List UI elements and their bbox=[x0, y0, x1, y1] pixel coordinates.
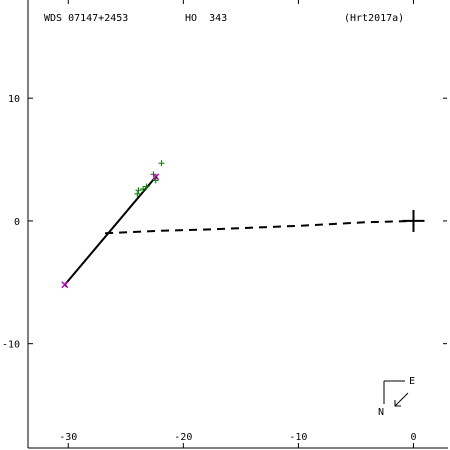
observation-point bbox=[134, 190, 141, 197]
x-tick-label: -30 bbox=[59, 432, 77, 443]
discoverer-label: HO 343 bbox=[185, 13, 227, 24]
observation-point bbox=[152, 177, 159, 184]
residual-line bbox=[155, 176, 158, 179]
y-tick-label: 10 bbox=[8, 94, 20, 105]
node-line-path bbox=[105, 219, 414, 235]
observation-point bbox=[135, 187, 142, 194]
orbit-segment bbox=[64, 174, 158, 286]
node-line bbox=[105, 219, 414, 235]
residual-line bbox=[64, 284, 67, 287]
observation-point bbox=[140, 186, 147, 193]
axes-frame bbox=[27, 0, 448, 449]
motion-arrowhead bbox=[394, 400, 401, 407]
predicted-positions bbox=[61, 173, 160, 289]
x-tick-label: 0 bbox=[410, 432, 416, 443]
x-tick-label: -20 bbox=[174, 432, 192, 443]
y-tick-label: -10 bbox=[2, 340, 20, 351]
motion-arrow-line bbox=[394, 392, 409, 407]
predicted-position bbox=[152, 173, 160, 181]
primary-star bbox=[402, 209, 425, 232]
predicted-position bbox=[61, 281, 69, 289]
x-tick-label: -10 bbox=[289, 432, 307, 443]
north-label: N bbox=[378, 407, 384, 418]
observation-points bbox=[134, 160, 165, 197]
observation-point bbox=[158, 160, 165, 167]
reference-label: (Hrt2017a) bbox=[344, 13, 404, 24]
wds-id-label: WDS 07147+2453 bbox=[44, 13, 128, 24]
east-label: E bbox=[409, 376, 415, 387]
y-tick-label: 0 bbox=[14, 217, 20, 228]
observation-point bbox=[143, 183, 150, 190]
orientation-indicator: N E bbox=[378, 376, 415, 418]
orbit-path bbox=[64, 174, 158, 286]
